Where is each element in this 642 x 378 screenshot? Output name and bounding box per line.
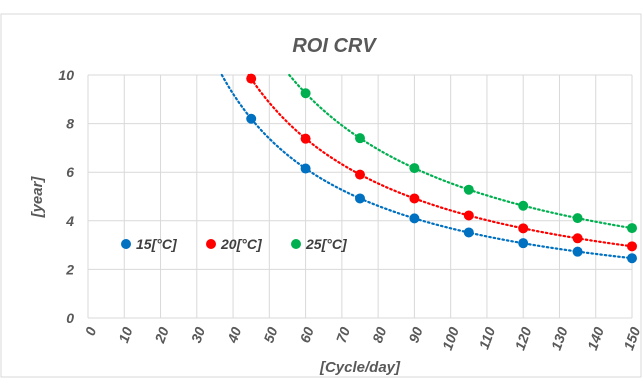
y-tick-label: 10 xyxy=(58,67,74,83)
data-point-series-3 xyxy=(463,184,474,195)
chart-area-border xyxy=(0,13,642,378)
data-point-series-1 xyxy=(627,253,637,264)
y-tick-label: 2 xyxy=(65,261,74,277)
legend: 15[°C] 20[°C] 25[°C] xyxy=(121,236,348,252)
trendline-series-2 xyxy=(247,73,634,248)
x-tick-label: 150 xyxy=(620,325,642,353)
x-axis-ticks: 0 10 20 30 40 50 60 70 80 90 100 110 120 130 140 150 xyxy=(82,325,642,353)
data-point-series-1 xyxy=(518,238,529,249)
data-point-series-2 xyxy=(627,241,637,252)
legend-marker-series-2 xyxy=(206,239,216,249)
legend-label-series-1: 15[°C] xyxy=(136,236,178,252)
data-point-series-3 xyxy=(300,88,311,99)
y-axis-ticks: 0 2 4 6 8 10 xyxy=(58,67,74,326)
y-tick-label: 6 xyxy=(66,164,74,180)
x-tick-label: 30 xyxy=(188,325,208,345)
x-tick-label: 110 xyxy=(476,325,499,352)
x-axis-title: [Cycle/day] xyxy=(319,359,401,376)
x-tick-label: 80 xyxy=(369,325,389,345)
data-point-series-2 xyxy=(246,73,257,84)
x-tick-label: 130 xyxy=(548,325,571,353)
data-point-series-2 xyxy=(463,210,474,221)
x-tick-label: 100 xyxy=(439,325,462,353)
x-tick-label: 70 xyxy=(333,325,353,345)
data-point-series-1 xyxy=(355,193,365,204)
chart-title: ROI CRV xyxy=(292,35,377,57)
x-tick-label: 120 xyxy=(511,325,534,353)
legend-label-series-2: 20[°C] xyxy=(220,236,263,252)
data-point-series-1 xyxy=(409,213,420,224)
y-axis-title: [year] xyxy=(29,176,46,219)
y-tick-label: 8 xyxy=(66,116,74,132)
data-point-series-1 xyxy=(246,113,257,124)
legend-label-series-3: 25[°C] xyxy=(305,236,348,252)
x-tick-label: 60 xyxy=(297,325,317,345)
data-point-series-3 xyxy=(627,223,637,234)
x-tick-label: 20 xyxy=(151,325,172,346)
x-tick-label: 10 xyxy=(115,325,135,345)
data-point-series-3 xyxy=(518,200,529,211)
x-tick-label: 90 xyxy=(405,325,425,345)
data-point-series-2 xyxy=(518,223,529,234)
data-point-series-2 xyxy=(355,169,365,180)
data-point-series-3 xyxy=(409,163,420,174)
legend-marker-series-1 xyxy=(121,239,131,249)
data-point-series-2 xyxy=(572,233,583,244)
x-tick-label: 140 xyxy=(584,325,607,353)
y-tick-label: 0 xyxy=(66,310,74,326)
grid xyxy=(87,74,633,319)
data-points xyxy=(246,73,637,264)
data-point-series-1 xyxy=(463,227,474,238)
legend-marker-series-3 xyxy=(291,239,301,249)
data-point-series-1 xyxy=(572,246,583,257)
y-tick-label: 4 xyxy=(65,213,74,229)
data-point-series-3 xyxy=(572,213,583,224)
data-point-series-1 xyxy=(300,163,311,174)
data-point-series-3 xyxy=(355,133,365,144)
trendline-series-1 xyxy=(220,73,634,260)
x-tick-label: 50 xyxy=(260,325,280,345)
data-point-series-2 xyxy=(300,133,311,144)
x-tick-label: 40 xyxy=(224,325,245,346)
data-point-series-2 xyxy=(409,193,420,204)
